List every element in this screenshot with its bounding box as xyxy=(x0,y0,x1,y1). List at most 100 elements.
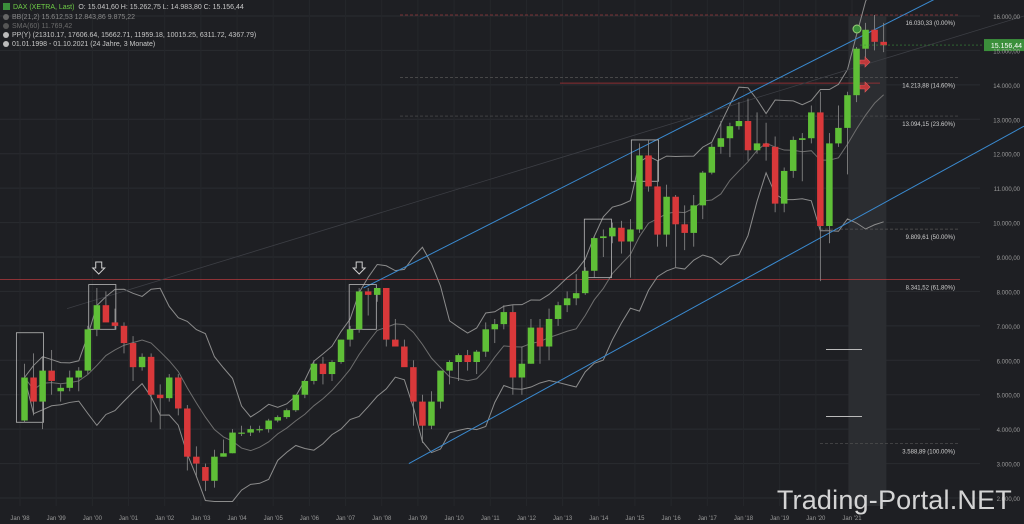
candle xyxy=(175,374,182,416)
candle-body xyxy=(500,312,508,325)
candle-body xyxy=(75,370,83,378)
candle-body xyxy=(753,143,761,151)
x-tick-label: Jan '05 xyxy=(264,516,284,522)
highlight-box xyxy=(88,284,117,330)
candle xyxy=(509,305,517,395)
candle-body xyxy=(581,270,589,294)
candle xyxy=(373,287,381,302)
candle xyxy=(572,274,580,306)
x-tick-label: Jan '02 xyxy=(155,516,175,522)
red-arrow-icon xyxy=(859,81,871,93)
legend-pp: PP(Y) (21310.17, 17606.64, 15662.71, 119… xyxy=(3,31,256,40)
candle xyxy=(690,195,697,247)
x-tick-label: Jan '09 xyxy=(408,516,428,522)
candle xyxy=(401,339,408,368)
y-tick-label: 9.000,00 xyxy=(997,256,1021,262)
down-arrow-icon xyxy=(91,261,106,275)
candle-body xyxy=(699,172,707,206)
candle-body xyxy=(202,467,209,481)
fib-label: 9.809,61 (50.00%) xyxy=(906,235,955,241)
candle-body xyxy=(545,318,553,347)
candle xyxy=(753,112,761,154)
candle xyxy=(283,408,291,419)
candle xyxy=(319,356,327,385)
candle-body xyxy=(165,377,173,399)
candle-body xyxy=(672,196,679,225)
candle xyxy=(156,384,164,430)
legend-ohlc: O: 15.041,60 H: 15.262,75 L: 14.983,80 C… xyxy=(78,4,244,11)
candle-body xyxy=(138,356,146,368)
candle-body xyxy=(609,227,616,237)
instrument-icon xyxy=(3,3,10,10)
candle xyxy=(591,236,598,278)
red-arrow-icon xyxy=(859,56,871,68)
candle-body xyxy=(238,432,245,434)
candle-body xyxy=(319,363,327,375)
candle xyxy=(482,322,489,357)
candle xyxy=(853,46,860,103)
candle xyxy=(817,91,824,282)
candle xyxy=(93,287,101,337)
x-tick-label: Jan '06 xyxy=(300,516,320,522)
x-tick-label: Jan '98 xyxy=(10,516,30,522)
candle xyxy=(808,105,815,144)
candle-body xyxy=(175,377,182,409)
candle-body xyxy=(708,146,716,173)
candle-body xyxy=(600,236,607,239)
candle-body xyxy=(789,139,797,171)
candle-body xyxy=(491,324,499,330)
candle xyxy=(554,301,562,326)
candle xyxy=(563,291,571,313)
legend-range-text: 01.01.1998 - 01.10.2021 (24 Jahre, 3 Mon… xyxy=(12,41,156,48)
candle xyxy=(744,98,752,161)
candle xyxy=(220,439,227,457)
fib-label: 14.213,88 (14.60%) xyxy=(902,83,955,89)
candle xyxy=(708,143,716,175)
candle xyxy=(491,318,499,344)
candle-body xyxy=(563,298,571,306)
x-tick-label: Jan '11 xyxy=(481,516,500,522)
candle xyxy=(48,349,55,395)
candle-body xyxy=(473,351,480,363)
candle-body xyxy=(373,287,381,295)
candle xyxy=(762,122,770,161)
candle-body xyxy=(726,126,734,139)
y-tick-label: 4.000,00 xyxy=(997,428,1021,434)
candle-body xyxy=(681,224,688,233)
highlight-box xyxy=(348,284,377,330)
candle-body xyxy=(636,155,643,230)
legend-bb-text: BB(21,2) 15.612,53 12.843,86 9.875,22 xyxy=(12,14,135,21)
candle-body xyxy=(392,339,399,347)
candle xyxy=(799,133,806,182)
x-tick-label: Jan '04 xyxy=(227,516,247,522)
candle xyxy=(446,360,453,385)
x-tick-label: Jan '01 xyxy=(119,516,139,522)
candle xyxy=(120,322,128,354)
candle xyxy=(229,429,236,454)
candle-body xyxy=(871,29,878,42)
x-tick-label: Jan '17 xyxy=(698,516,718,522)
y-tick-label: 6.000,00 xyxy=(997,359,1021,365)
down-arrow-icon xyxy=(351,261,367,275)
candle xyxy=(39,356,46,430)
candle xyxy=(57,384,64,402)
candle xyxy=(717,121,725,154)
candle-body xyxy=(862,29,869,49)
highlight-box xyxy=(583,218,612,279)
candle-body xyxy=(817,112,824,227)
candle-body xyxy=(455,355,462,363)
candles xyxy=(21,14,887,492)
candle xyxy=(364,287,372,316)
candle-body xyxy=(536,327,544,347)
x-tick-label: Jan '19 xyxy=(770,516,790,522)
candle-body xyxy=(147,356,155,395)
fib-label: 8.341,52 (61.80%) xyxy=(906,286,955,292)
candle xyxy=(455,353,462,381)
candle xyxy=(66,370,73,392)
x-tick-label: Jan '00 xyxy=(83,516,103,522)
price-tag-label: 15.156,44 xyxy=(991,43,1022,50)
candle xyxy=(880,22,887,53)
candle-body xyxy=(48,370,55,381)
green-marker-icon xyxy=(852,24,862,34)
